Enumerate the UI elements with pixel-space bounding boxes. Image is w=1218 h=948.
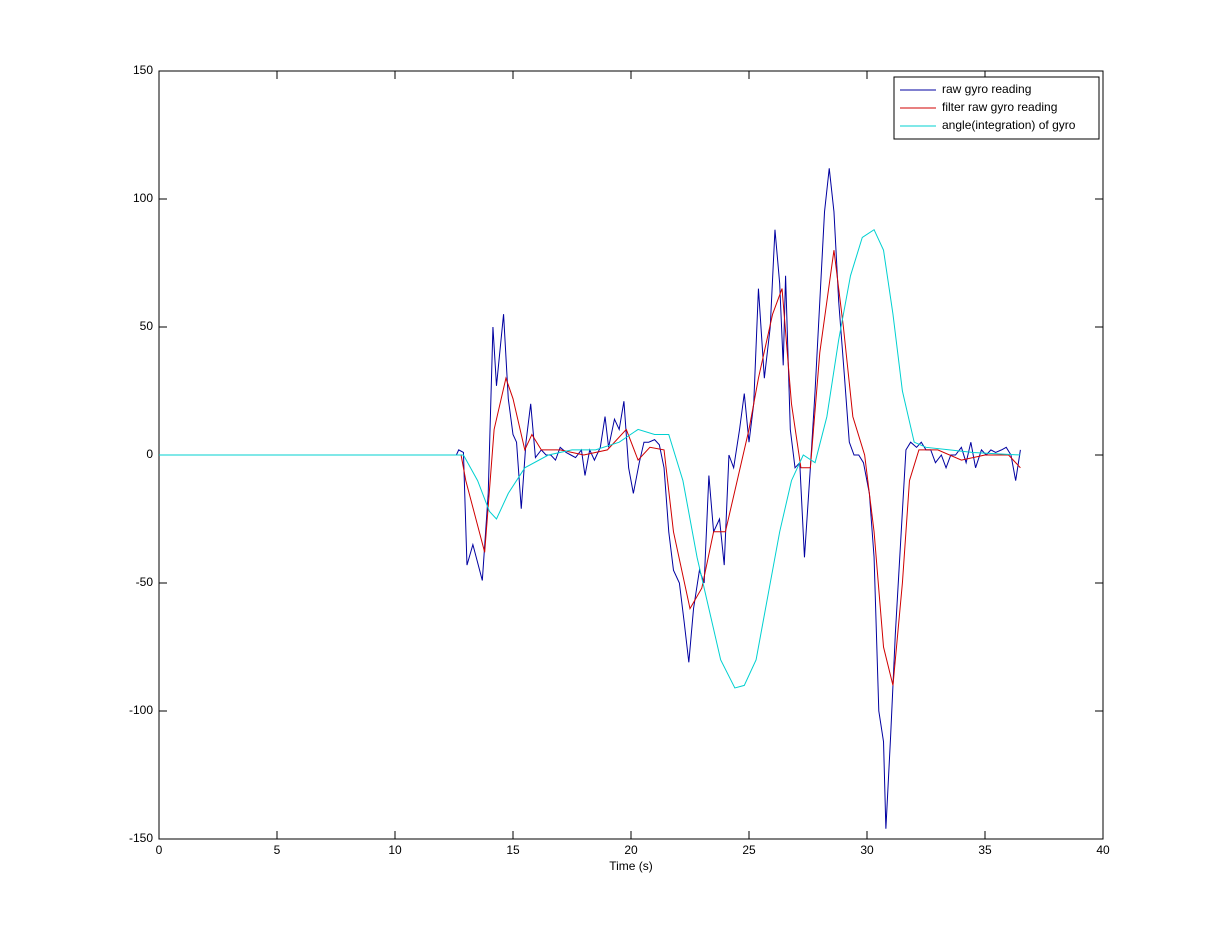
x-tick-label: 10: [388, 843, 402, 857]
y-tick-label: -50: [136, 575, 154, 589]
x-axis-label: Time (s): [609, 859, 653, 873]
legend-label: raw gyro reading: [942, 82, 1031, 96]
y-tick-label: -100: [129, 703, 153, 717]
y-tick-label: -150: [129, 831, 153, 845]
x-tick-label: 30: [860, 843, 874, 857]
y-tick-label: 150: [133, 63, 153, 77]
x-tick-label: 5: [274, 843, 281, 857]
x-tick-label: 35: [978, 843, 992, 857]
x-tick-label: 40: [1096, 843, 1110, 857]
x-tick-label: 0: [156, 843, 163, 857]
legend-label: filter raw gyro reading: [942, 100, 1057, 114]
x-tick-label: 15: [506, 843, 520, 857]
line-series: [159, 228, 1021, 689]
y-tick-label: 100: [133, 191, 153, 205]
y-tick-label: 50: [140, 319, 154, 333]
line-series: [159, 250, 1021, 686]
legend-label: angle(integration) of gyro: [942, 118, 1076, 132]
x-tick-label: 25: [742, 843, 756, 857]
y-tick-label: 0: [146, 447, 153, 461]
x-tick-label: 20: [624, 843, 638, 857]
